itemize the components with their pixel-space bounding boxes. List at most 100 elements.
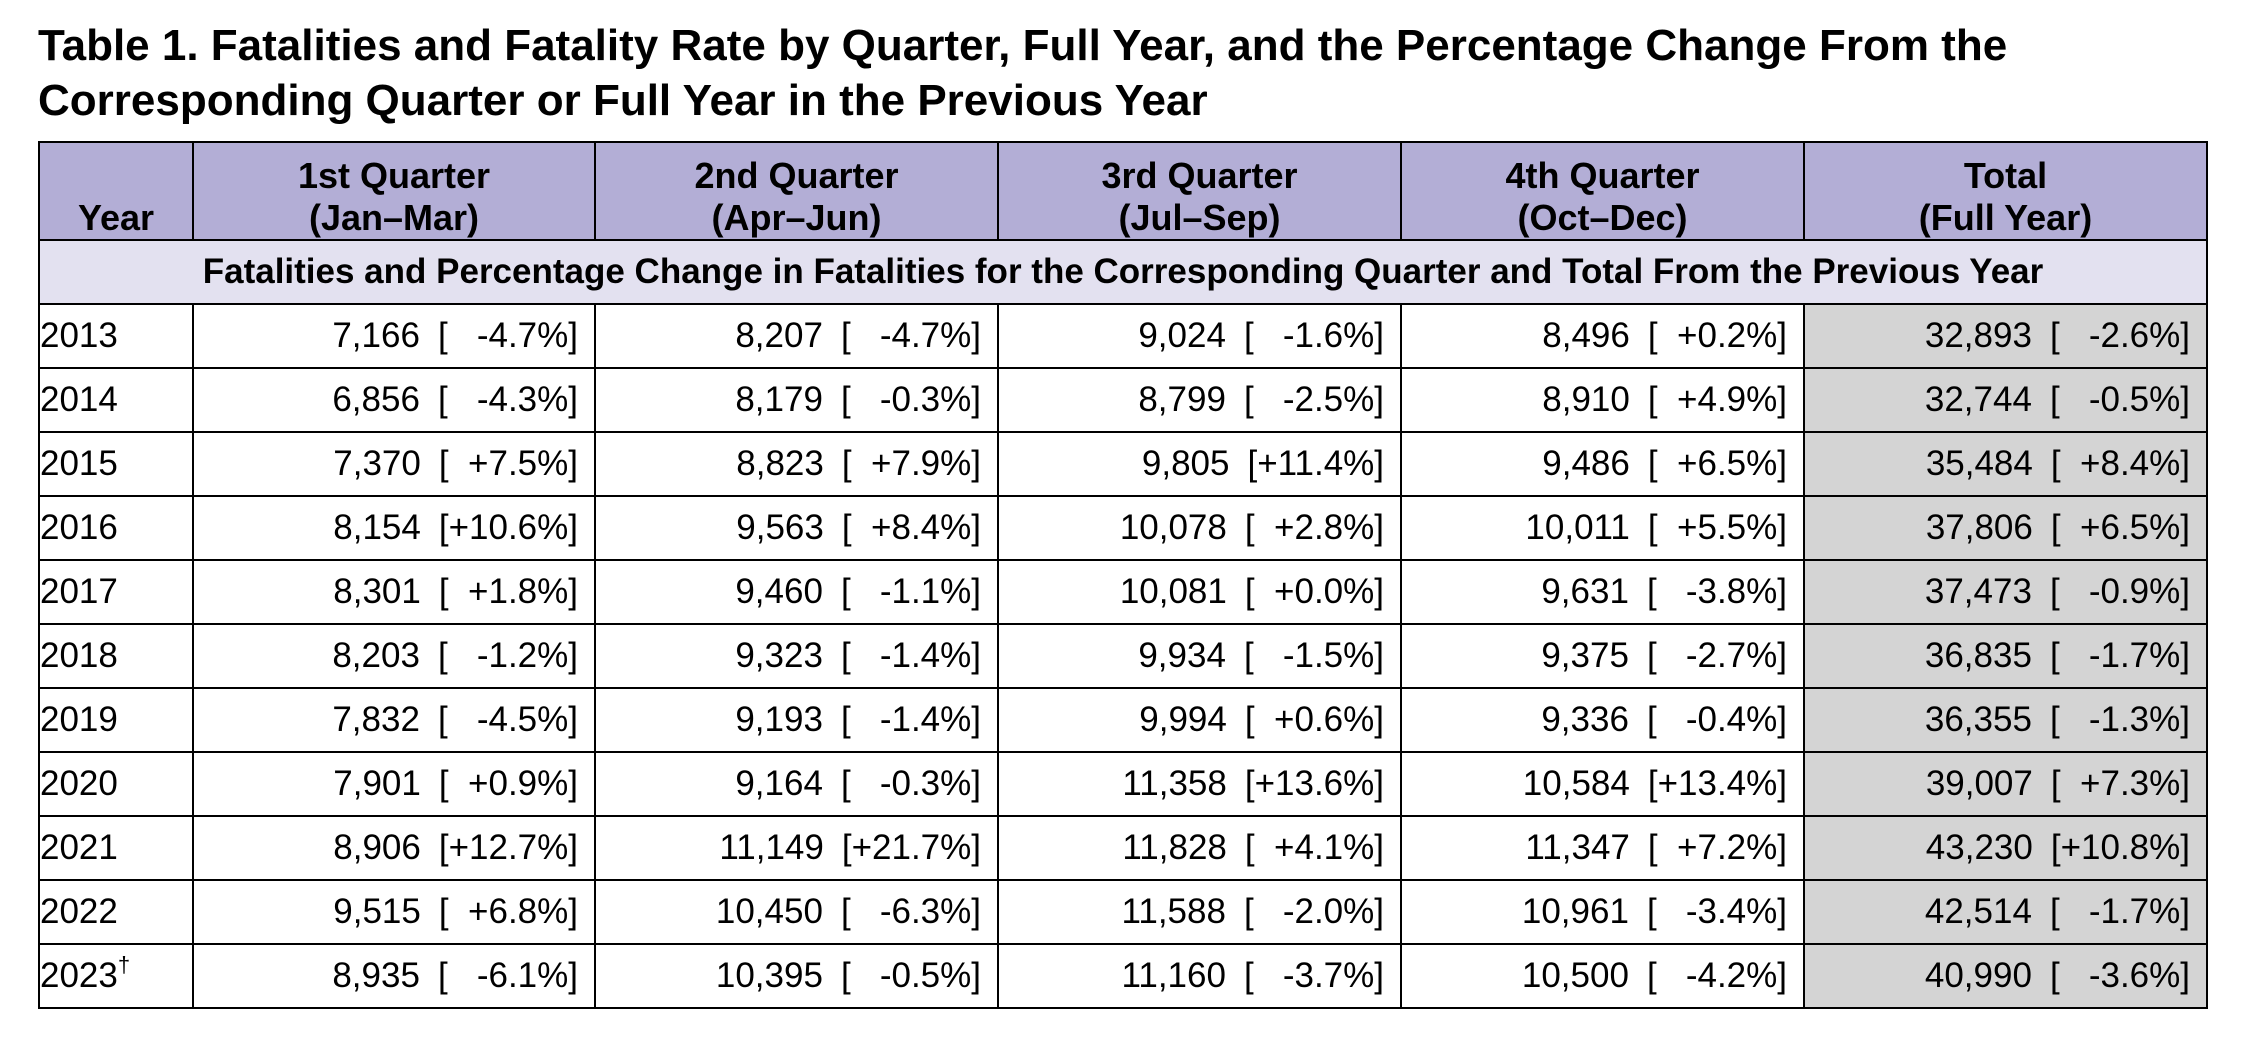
fatalities-value: 8,301 [333, 572, 421, 611]
quarter-cell: 9,515 [ +6.8%] [192, 879, 596, 945]
fatalities-value: 9,515 [333, 892, 421, 931]
section-row: Fatalities and Percentage Change in Fata… [38, 239, 2208, 305]
percent-change: [ +7.5%] [438, 444, 578, 483]
percent-change: [ -1.2%] [437, 636, 578, 675]
fatalities-value: 10,081 [1119, 572, 1227, 611]
fatalities-value: 39,007 [1925, 764, 2033, 803]
header-year: Year [38, 141, 194, 241]
year-cell: 2013 [38, 303, 194, 369]
year-cell: 2023† [38, 943, 194, 1009]
fatalities-value: 9,323 [735, 636, 823, 675]
quarter-cell: 8,823 [ +7.9%] [594, 431, 999, 497]
percent-change: [ +8.4%] [841, 508, 981, 547]
percent-change: [ -4.7%] [840, 316, 981, 355]
fatalities-value: 42,514 [1924, 892, 2032, 931]
fatalities-value: 8,203 [332, 636, 420, 675]
percent-change: [ +1.8%] [438, 572, 578, 611]
quarter-cell: 9,631 [ -3.8%] [1400, 559, 1805, 625]
table-title: Table 1. Fatalities and Fatality Rate by… [38, 21, 2008, 125]
fatalities-value: 8,496 [1542, 316, 1630, 355]
fatalities-value: 10,395 [715, 956, 823, 995]
fatalities-value: 8,154 [333, 508, 421, 547]
fatalities-value: 10,011 [1525, 508, 1630, 547]
year-label: 2017 [40, 572, 118, 611]
quarter-cell: 8,496 [ +0.2%] [1400, 303, 1805, 369]
quarter-cell: 9,486 [ +6.5%] [1400, 431, 1805, 497]
percent-change: [ +0.2%] [1647, 316, 1787, 355]
fatalities-value: 8,799 [1138, 380, 1226, 419]
quarter-cell: 9,164 [ -0.3%] [594, 751, 999, 817]
fatalities-value: 9,563 [736, 508, 824, 547]
fatalities-value: 11,160 [1121, 956, 1226, 995]
percent-change: [ -1.6%] [1243, 316, 1384, 355]
percent-change: [ -1.5%] [1243, 636, 1384, 675]
percent-change: [ -4.7%] [437, 316, 578, 355]
fatalities-value: 10,500 [1521, 956, 1629, 995]
percent-change: [ -2.6%] [2049, 316, 2190, 355]
year-label: 2015 [40, 444, 118, 483]
quarter-cell: 9,193 [ -1.4%] [594, 687, 999, 753]
year-label: 2014 [40, 380, 118, 419]
percent-change: [ -0.4%] [1646, 700, 1787, 739]
percent-change: [+10.6%] [438, 508, 578, 547]
fatalities-value: 9,336 [1541, 700, 1629, 739]
fatalities-value: 37,473 [1924, 572, 2032, 611]
percent-change: [ -2.7%] [1646, 636, 1787, 675]
percent-change: [ -4.2%] [1646, 956, 1787, 995]
year-cell: 2019 [38, 687, 194, 753]
header-q1: 1st Quarter (Jan–Mar) [192, 141, 596, 241]
percent-change: [ -6.3%] [840, 892, 981, 931]
fatalities-value: 43,230 [1925, 828, 2033, 867]
quarter-cell: 8,799 [ -2.5%] [997, 367, 1402, 433]
header-q4: 4th Quarter (Oct–Dec) [1400, 141, 1805, 241]
percent-change: [+10.8%] [2050, 828, 2190, 867]
quarter-cell: 9,994 [ +0.6%] [997, 687, 1402, 753]
fatalities-value: 9,805 [1141, 444, 1230, 483]
fatalities-value: 35,484 [1925, 444, 2033, 483]
quarter-cell: 8,203 [ -1.2%] [192, 623, 596, 689]
percent-change: [ +4.9%] [1647, 380, 1787, 419]
year-label: 2022 [40, 892, 118, 931]
fatalities-value: 32,744 [1924, 380, 2032, 419]
quarter-cell: 11,160 [ -3.7%] [997, 943, 1402, 1009]
fatalities-value: 9,024 [1138, 316, 1226, 355]
quarter-cell: 9,375 [ -2.7%] [1400, 623, 1805, 689]
percent-change: [+13.6%] [1244, 764, 1384, 803]
section-label: Fatalities and Percentage Change in Fata… [38, 239, 2208, 305]
percent-change: [ +4.1%] [1244, 828, 1384, 867]
table-row: 2022 9,515 [ +6.8%] 10,450 [ -6.3%] 11,588 [ -… [38, 879, 2208, 945]
percent-change: [ +0.0%] [1244, 572, 1384, 611]
total-cell: 43,230 [+10.8%] [1803, 815, 2208, 881]
percent-change: [ -3.7%] [1243, 956, 1384, 995]
quarter-cell: 10,584 [+13.4%] [1400, 751, 1805, 817]
quarter-cell: 10,500 [ -4.2%] [1400, 943, 1805, 1009]
fatalities-value: 11,347 [1525, 828, 1630, 867]
quarter-cell: 11,828 [ +4.1%] [997, 815, 1402, 881]
percent-change: [ -4.3%] [437, 380, 578, 419]
fatalities-value: 10,078 [1119, 508, 1227, 547]
quarter-cell: 9,460 [ -1.1%] [594, 559, 999, 625]
year-label: 2018 [40, 636, 118, 675]
table-row: 2020 7,901 [ +0.9%] 9,164 [ -0.3%] 11,358 [+13… [38, 751, 2208, 817]
table-row: 2018 8,203 [ -1.2%] 9,323 [ -1.4%] 9,934 [ -1.… [38, 623, 2208, 689]
quarter-cell: 10,011 [ +5.5%] [1400, 495, 1805, 561]
table-row: 2016 8,154 [+10.6%] 9,563 [ +8.4%] 10,078 [ +2… [38, 495, 2208, 561]
percent-change: [ -1.7%] [2049, 636, 2190, 675]
quarter-cell: 9,563 [ +8.4%] [594, 495, 999, 561]
percent-change: [ -0.3%] [840, 764, 981, 803]
total-cell: 42,514 [ -1.7%] [1803, 879, 2208, 945]
header-q3: 3rd Quarter (Jul–Sep) [997, 141, 1402, 241]
quarter-cell: 9,336 [ -0.4%] [1400, 687, 1805, 753]
quarter-cell: 8,179 [ -0.3%] [594, 367, 999, 433]
fatalities-value: 8,207 [735, 316, 823, 355]
fatalities-value: 11,588 [1121, 892, 1226, 931]
percent-change: [ -1.7%] [2049, 892, 2190, 931]
percent-change: [ -4.5%] [437, 700, 578, 739]
percent-change: [ -6.1%] [437, 956, 578, 995]
percent-change: [+21.7%] [841, 828, 981, 867]
quarter-cell: 6,856 [ -4.3%] [192, 367, 596, 433]
quarter-cell: 7,166 [ -4.7%] [192, 303, 596, 369]
fatalities-value: 10,450 [715, 892, 823, 931]
quarter-cell: 11,588 [ -2.0%] [997, 879, 1402, 945]
quarter-cell: 10,961 [ -3.4%] [1400, 879, 1805, 945]
